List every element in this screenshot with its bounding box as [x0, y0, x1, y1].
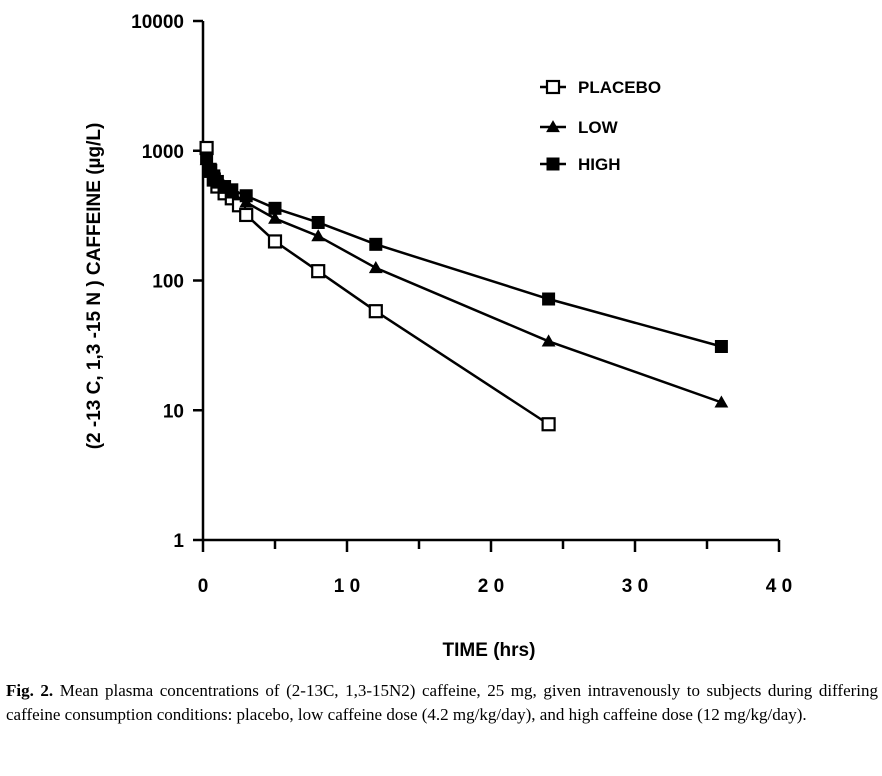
data-point-placebo [541, 417, 556, 432]
x-tick-label: 1 0 [334, 576, 360, 597]
data-point-low [268, 211, 282, 224]
series-line-high [205, 157, 722, 348]
x-tick-label: 4 0 [766, 576, 792, 597]
data-point-low [311, 229, 326, 242]
data-point-low [368, 261, 383, 274]
data-point-placebo [239, 207, 254, 223]
data-point-high [200, 151, 214, 165]
chart-ticks: 1 10 100 1000 10000 0 1 0 2 0 3 0 4 0 [131, 12, 792, 597]
series-high [200, 151, 728, 353]
legend-label-high: HIGH [578, 155, 621, 174]
series-line-placebo [205, 147, 550, 426]
data-point-high [542, 292, 556, 306]
legend-label-placebo: PLACEBO [578, 78, 661, 97]
caption-label: Fig. 2. [6, 681, 54, 700]
data-point-high [268, 201, 282, 215]
x-tick-label: 2 0 [478, 576, 504, 597]
y-axis-label: (2 -13 C, 1,3 -15 N ) CAFFEINE (µg/L) [84, 123, 105, 450]
series-line-low [205, 159, 722, 404]
legend-marker-low [546, 120, 560, 133]
data-point-placebo [311, 264, 326, 279]
data-point-low [541, 334, 556, 347]
y-tick-label: 1 [173, 531, 184, 552]
chart-legend: PLACEBO LOW HIGH [540, 78, 661, 174]
y-tick-label: 10000 [131, 12, 184, 33]
caffeine-concentration-chart: 1 10 100 1000 10000 0 1 0 2 0 3 0 4 0 PLACEBO LOW H… [84, 12, 792, 661]
legend-marker-high [546, 157, 560, 171]
data-point-high [311, 215, 325, 229]
data-point-placebo [368, 304, 383, 319]
legend-marker-placebo [545, 79, 561, 95]
data-point-low [714, 395, 729, 408]
legend-label-low: LOW [578, 118, 619, 137]
y-tick-label: 1000 [142, 142, 184, 163]
y-tick-label: 10 [163, 401, 184, 422]
data-point-high [369, 237, 383, 251]
figure-caption: Fig. 2. Mean plasma concentrations of (2… [6, 679, 878, 727]
data-point-high [239, 189, 253, 203]
data-point-placebo [267, 234, 283, 249]
data-point-high [225, 183, 239, 197]
caption-text: Mean plasma concentrations of (2-13C, 1,… [6, 681, 878, 724]
y-tick-label: 100 [152, 272, 184, 293]
series-placebo [199, 140, 556, 432]
x-tick-label: 3 0 [622, 576, 648, 597]
data-point-high [714, 339, 728, 353]
chart-series [199, 140, 729, 432]
x-axis-label: TIME (hrs) [443, 640, 536, 661]
x-tick-label: 0 [198, 576, 209, 597]
